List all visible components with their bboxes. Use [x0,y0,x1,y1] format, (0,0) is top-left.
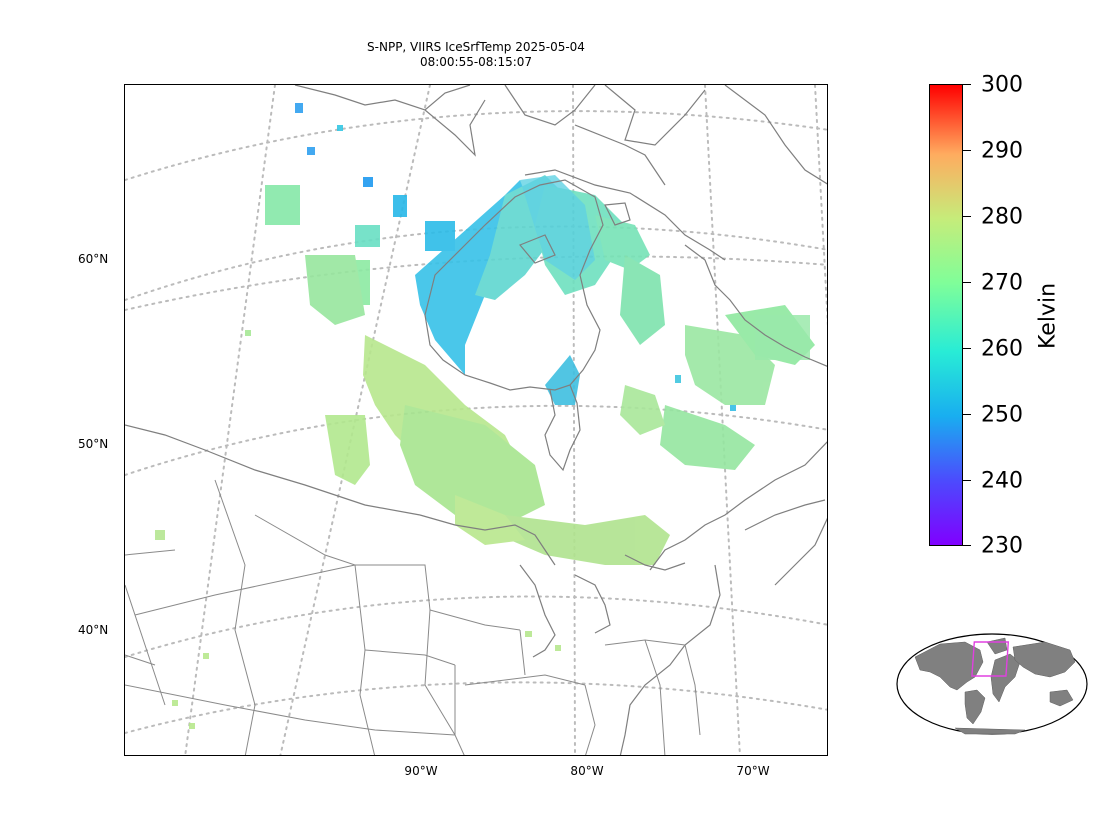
lon-label-70w: 70°W [736,764,770,778]
colorbar-gradient [930,85,962,545]
colorbar-tick [963,150,971,151]
lat-label-50: 50°N [78,437,109,451]
title-line-2: 08:00:55-08:15:07 [419,55,533,69]
colorbar-label-300: 300 [981,72,1023,98]
colorbar-label-230: 230 [981,533,1023,559]
lat-label-60: 60°N [78,252,109,266]
colorbar-tick [963,348,971,349]
colorbar-label-270: 270 [981,270,1023,296]
colorbar-label-240: 240 [981,468,1023,494]
colorbar-tick [963,480,971,481]
map-svg [125,85,827,755]
colorbar-label-290: 290 [981,138,1023,164]
globe-land [914,637,1076,735]
globe-svg [896,633,1088,735]
colorbar [929,84,963,546]
coastlines [125,85,827,755]
lon-label-90w: 90°W [404,764,438,778]
colorbar-tick [963,282,971,283]
political-borders [125,479,701,755]
ice-surface-temperature-data [155,103,815,729]
global-locator-inset [895,632,1089,736]
colorbar-title: Kelvin [1035,282,1061,350]
colorbar-tick [963,414,971,415]
colorbar-tick [963,84,971,85]
lat-label-40: 40°N [78,623,109,637]
locator-box [971,641,1010,677]
colorbar-label-260: 260 [981,336,1023,362]
colorbar-label-280: 280 [981,204,1023,230]
chart-title: S-NPP, VIIRS IceSrfTemp 2025-05-04 08:00… [300,40,652,70]
colorbar-label-250: 250 [981,402,1023,428]
colorbar-tick [963,216,971,217]
title-line-1: S-NPP, VIIRS IceSrfTemp 2025-05-04 [367,40,585,54]
map-panel[interactable] [124,84,828,756]
lon-label-80w: 80°W [570,764,604,778]
colorbar-tick [963,545,971,546]
